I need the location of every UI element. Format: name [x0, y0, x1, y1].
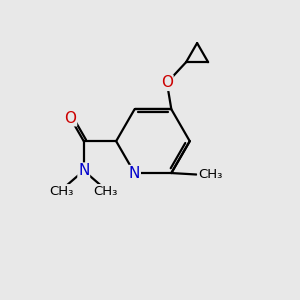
Text: O: O [161, 75, 173, 90]
Text: CH₃: CH₃ [94, 185, 118, 198]
Text: N: N [129, 166, 140, 181]
Text: CH₃: CH₃ [50, 185, 74, 198]
Text: CH₃: CH₃ [198, 168, 222, 181]
Text: O: O [64, 111, 76, 126]
Text: N: N [78, 163, 89, 178]
